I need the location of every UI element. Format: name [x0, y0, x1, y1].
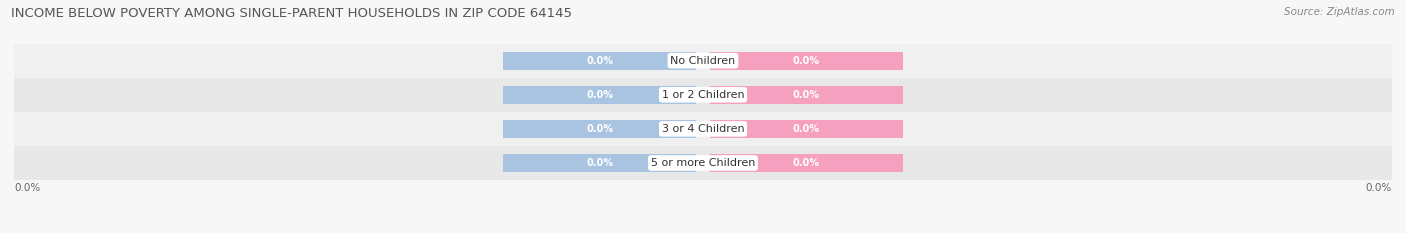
Text: 0.0%: 0.0% [586, 124, 613, 134]
Text: No Children: No Children [671, 56, 735, 66]
Bar [503, 52, 696, 70]
Text: 0.0%: 0.0% [793, 90, 820, 100]
Text: 0.0%: 0.0% [586, 56, 613, 66]
Bar [710, 86, 903, 104]
Text: 0.0%: 0.0% [793, 158, 820, 168]
Text: INCOME BELOW POVERTY AMONG SINGLE-PARENT HOUSEHOLDS IN ZIP CODE 64145: INCOME BELOW POVERTY AMONG SINGLE-PARENT… [11, 7, 572, 20]
Bar [710, 120, 903, 138]
Text: Source: ZipAtlas.com: Source: ZipAtlas.com [1284, 7, 1395, 17]
Text: 5 or more Children: 5 or more Children [651, 158, 755, 168]
Bar [503, 154, 696, 172]
Text: 0.0%: 0.0% [1365, 183, 1392, 193]
Text: 3 or 4 Children: 3 or 4 Children [662, 124, 744, 134]
Text: 0.0%: 0.0% [793, 124, 820, 134]
Bar [503, 120, 696, 138]
Bar [14, 44, 1392, 78]
Bar [710, 52, 903, 70]
Text: 0.0%: 0.0% [586, 90, 613, 100]
Bar [14, 146, 1392, 180]
Bar [14, 78, 1392, 112]
Bar [710, 154, 903, 172]
Text: 1 or 2 Children: 1 or 2 Children [662, 90, 744, 100]
Text: 0.0%: 0.0% [586, 158, 613, 168]
Bar [14, 112, 1392, 146]
Text: 0.0%: 0.0% [793, 56, 820, 66]
Text: 0.0%: 0.0% [14, 183, 41, 193]
Bar [503, 86, 696, 104]
